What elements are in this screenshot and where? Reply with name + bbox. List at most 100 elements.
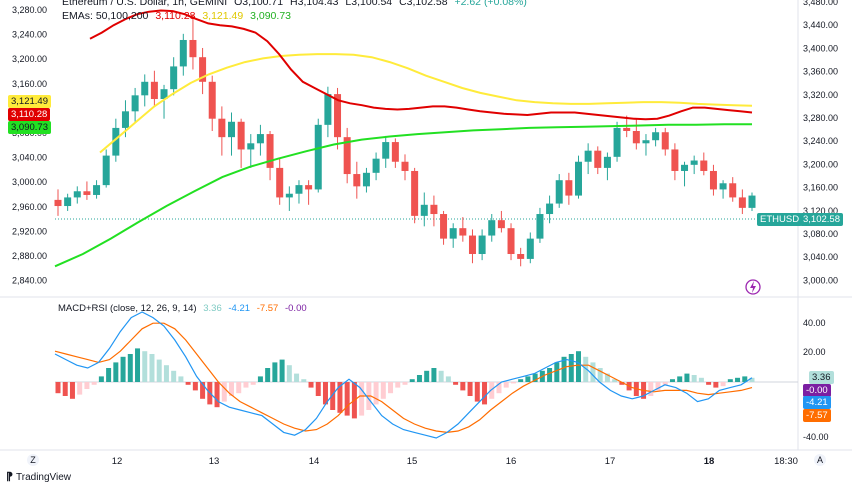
candle-body — [536, 214, 544, 239]
macd-histogram-bar — [388, 382, 394, 394]
right-axis-tick: 3,200.00 — [803, 159, 838, 169]
macd-histogram-bar — [315, 382, 321, 396]
candle-body — [131, 95, 139, 112]
candle — [430, 195, 438, 227]
ema50-badge: 3,110.28 — [8, 108, 51, 121]
candle — [671, 143, 679, 181]
candle-body — [256, 134, 264, 144]
candle — [83, 181, 91, 200]
ohlc-o-value: 3,100.71 — [242, 0, 284, 8]
candle-body — [449, 228, 457, 239]
macd-histogram-bar — [749, 377, 755, 382]
symbol-title: Ethereum / U.S. Dollar, 1h, GEMINI — [62, 0, 228, 8]
z-button[interactable]: Z — [27, 454, 39, 466]
candle — [748, 192, 756, 211]
ema50-line — [89, 9, 753, 121]
candle-body — [411, 170, 419, 216]
ohlc-l-value: 3,100.54 — [351, 0, 393, 8]
candle — [237, 118, 245, 168]
candle-body — [652, 132, 660, 141]
macd-signal-line — [54, 322, 753, 434]
macd-histogram-bar — [735, 377, 741, 382]
candle — [228, 112, 235, 156]
candle-body — [64, 197, 72, 207]
macd-histogram-bar — [395, 382, 401, 388]
macd-histogram-bar — [163, 365, 169, 382]
legend-ema-row: EMAs: 50,100,200 3,110.28 3,121.49 3,090… — [62, 10, 291, 22]
candle-body — [729, 183, 737, 198]
macd-axis-tick: 40.00 — [803, 318, 826, 328]
left-axis-tick: 3,240.00 — [12, 30, 47, 40]
candle-body — [546, 203, 554, 215]
candle — [102, 149, 110, 188]
candle-body — [141, 81, 149, 96]
candle — [632, 118, 640, 150]
candle-body — [555, 180, 563, 204]
candle — [189, 14, 197, 70]
candle-body — [584, 150, 592, 162]
macd-value-2: -4.21 — [228, 303, 251, 314]
candle-body — [420, 204, 428, 216]
macd-histogram-bar — [106, 368, 112, 382]
candle — [93, 180, 101, 199]
macd-histogram-bar — [236, 382, 242, 394]
a-button[interactable]: A — [814, 454, 826, 466]
candle — [141, 74, 149, 107]
lightning-icon[interactable] — [745, 279, 761, 295]
candle — [642, 134, 650, 156]
left-axis-tick: 3,160.00 — [12, 79, 47, 89]
right-axis-tick: 3,120.00 — [803, 206, 838, 216]
left-axis-tick: 3,280.00 — [12, 5, 47, 15]
tradingview-icon: ⁋ — [6, 471, 13, 483]
macd-value-1: 3.36 — [203, 303, 222, 314]
candle — [401, 154, 409, 181]
candle — [526, 232, 534, 264]
candle — [382, 135, 390, 168]
macd-histogram-bar — [120, 356, 126, 382]
candle-body — [189, 39, 197, 58]
ema100-value: 3,121.49 — [202, 10, 244, 22]
macd-histogram-bar — [344, 382, 350, 416]
candle — [305, 180, 313, 205]
ema100-line — [99, 53, 753, 154]
time-axis-tick: 16 — [506, 456, 517, 467]
right-axis-tick: 3,400.00 — [803, 43, 838, 53]
macd-histogram-bar — [467, 382, 473, 396]
macd-histogram-bar — [691, 375, 697, 382]
candle — [488, 214, 496, 242]
candle — [584, 143, 592, 175]
candle — [150, 70, 158, 107]
macd-histogram-bar — [453, 382, 459, 385]
macd-histogram-bar — [416, 375, 422, 382]
macd-histogram-bar — [713, 382, 719, 388]
candle — [729, 177, 737, 202]
right-axis-tick: 3,480.00 — [803, 0, 838, 7]
macd-histogram-bar — [221, 382, 227, 402]
candle — [738, 189, 746, 215]
macd-histogram-bar — [359, 382, 365, 416]
candle-body — [430, 204, 438, 215]
ethusd-label: ETHUSD — [757, 213, 803, 226]
macd-histogram-bar — [489, 382, 495, 399]
candle-body — [478, 235, 486, 254]
macd-histogram-bar — [525, 376, 531, 382]
candle — [199, 47, 207, 95]
tradingview-brand: TradingView — [16, 472, 72, 483]
macd-histogram-bar — [532, 373, 538, 382]
macd-histogram-bar — [185, 382, 191, 385]
right-axis-tick: 3,320.00 — [803, 90, 838, 100]
candle — [575, 155, 582, 199]
tradingview-logo[interactable]: ⁋ TradingView — [6, 470, 71, 483]
macd-histogram-bar — [655, 382, 661, 391]
right-axis-tick: 3,160.00 — [803, 183, 838, 193]
left-axis-tick: 2,920.00 — [12, 226, 47, 236]
candle — [709, 164, 717, 196]
candle — [536, 207, 544, 243]
candle — [391, 138, 399, 168]
candle-body — [632, 131, 640, 144]
macd-histogram-bar — [503, 382, 509, 388]
macd-histogram-bar — [250, 382, 256, 385]
candle — [54, 189, 62, 216]
macd-histogram-bar — [84, 382, 90, 389]
